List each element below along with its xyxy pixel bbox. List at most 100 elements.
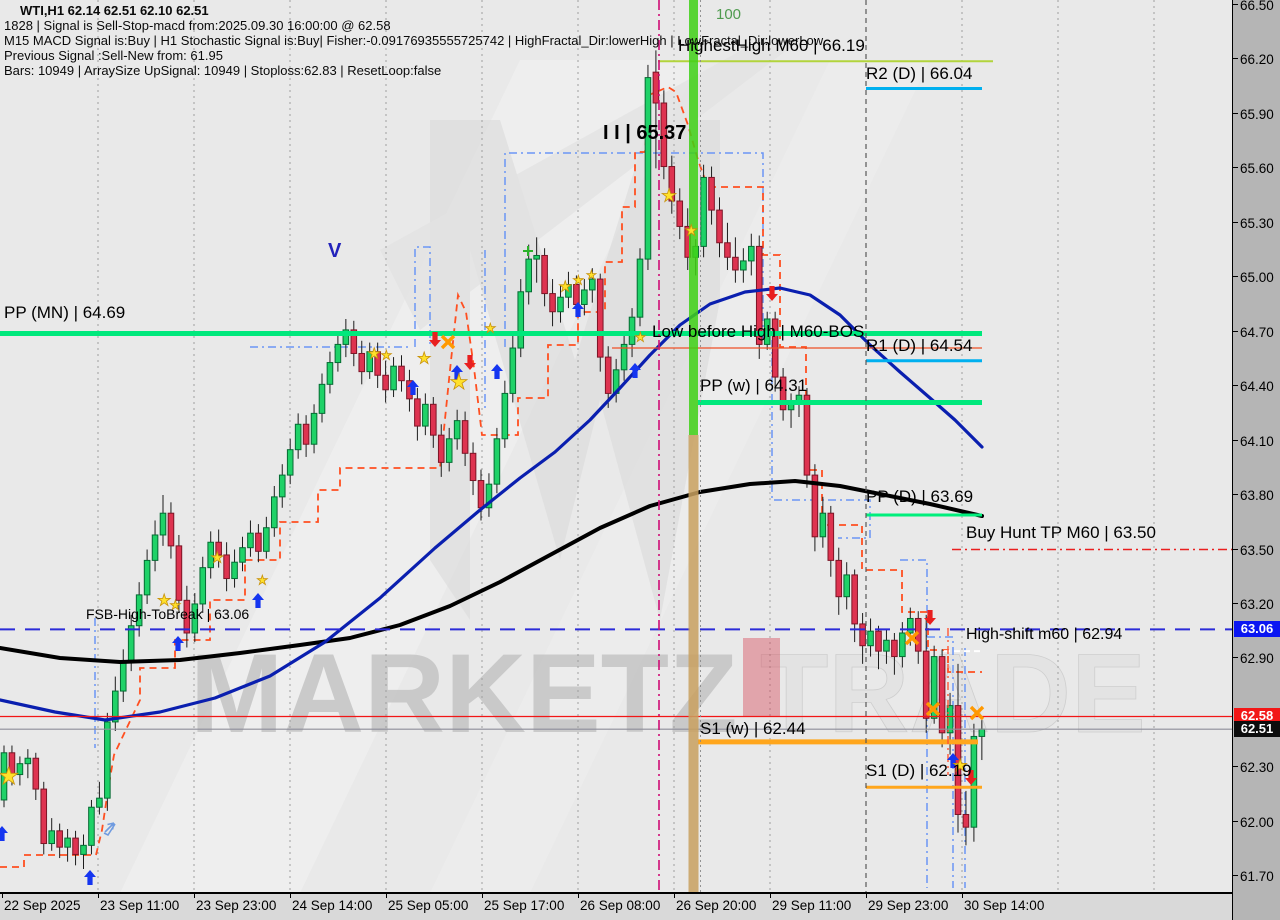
- time-tick: [194, 894, 195, 898]
- candle: [549, 279, 556, 327]
- buy-arrow-icon: [84, 870, 96, 885]
- buy-arrow-icon: [491, 364, 503, 379]
- candle: [843, 562, 851, 610]
- candle: [676, 188, 684, 240]
- price-tick-label: 64.10: [1233, 434, 1280, 449]
- indicator-status-line: M15 MACD Signal is:Buy | H1 Stochastic S…: [4, 33, 824, 48]
- candle: [596, 273, 604, 372]
- candle: [445, 427, 453, 472]
- candle: [748, 233, 755, 276]
- candle: [151, 520, 159, 572]
- fractal-channel-line: [414, 246, 431, 347]
- price-axis[interactable]: 66.50 66.20 65.90 65.60 65.30 65.00 64.70 64.40…: [1232, 0, 1280, 920]
- star-signal-icon: ★: [485, 320, 497, 335]
- bars-status-line: Bars: 10949 | ArraySize UpSignal: 10949 …: [4, 63, 442, 78]
- candle: [724, 222, 731, 270]
- price-tick-label: 64.40: [1233, 379, 1280, 394]
- price-tick-label: 66.20: [1233, 52, 1280, 67]
- candle: [167, 502, 175, 559]
- time-tick: [770, 894, 771, 898]
- candle: [310, 404, 318, 454]
- buy-arrow-icon: [571, 302, 584, 317]
- candle: [104, 712, 111, 811]
- buy-arrow-icon: [451, 365, 463, 380]
- candle: [135, 582, 143, 637]
- candle: [80, 834, 87, 869]
- candle: [565, 271, 572, 309]
- x-mark-icon: [440, 334, 456, 350]
- sell-arrow-icon: [429, 332, 441, 347]
- price-tick-label: 64.70: [1233, 325, 1280, 340]
- price-tick-label: 61.70: [1233, 869, 1280, 884]
- candle: [390, 357, 397, 398]
- candle: [922, 614, 930, 733]
- ma-slow-line: [0, 479, 984, 664]
- candle: [207, 531, 214, 579]
- candle: [271, 485, 278, 537]
- candle: [604, 346, 612, 408]
- watermark-word-1: MARKETZ: [190, 631, 737, 756]
- star-signal-icon: ★: [586, 268, 597, 282]
- candle: [509, 335, 517, 403]
- candle: [0, 745, 8, 808]
- candle: [883, 629, 890, 664]
- time-tick: [674, 894, 675, 898]
- price-tick-label: 65.60: [1233, 161, 1280, 176]
- highlight-zone: [743, 638, 780, 717]
- price-tag-63.06: 63.06: [1234, 621, 1280, 638]
- time-axis-label: 25 Sep 05:00: [388, 898, 469, 913]
- time-tick: [962, 894, 963, 898]
- candle: [318, 373, 326, 423]
- candle: [350, 320, 358, 367]
- candle: [437, 424, 445, 477]
- signal-status-line: 1828 | Signal is Sell-Stop-macd from:202…: [4, 18, 391, 33]
- candle: [326, 351, 334, 394]
- candle: [938, 649, 946, 748]
- candle: [517, 279, 525, 358]
- x-mark-icon: [969, 705, 985, 721]
- star-signal-icon: ★: [685, 222, 698, 239]
- candle: [223, 542, 230, 592]
- price-tick-label: 63.20: [1233, 597, 1280, 612]
- candle: [581, 279, 588, 316]
- candle: [811, 464, 819, 552]
- candle: [414, 387, 421, 441]
- candle: [533, 237, 540, 283]
- time-axis[interactable]: 22 Sep 2025 23 Sep 11:00 23 Sep 23:00 24 Se…: [0, 893, 1232, 920]
- star-signal-icon: ★: [157, 593, 171, 610]
- time-axis-label: 23 Sep 11:00: [100, 898, 180, 913]
- candle: [422, 393, 429, 436]
- time-axis-label: 24 Sep 14:00: [292, 898, 373, 913]
- candle: [891, 632, 898, 675]
- time-tick: [2, 894, 3, 898]
- x-mark-icon: [904, 630, 920, 646]
- candle: [302, 415, 310, 457]
- time-axis-label: 26 Sep 20:00: [676, 898, 757, 913]
- buy-arrow-icon: [628, 363, 641, 378]
- candle: [334, 333, 342, 372]
- candle: [239, 536, 246, 572]
- sell-arrow-icon: [464, 355, 476, 370]
- candle: [278, 464, 286, 508]
- buy-arrow-icon: [252, 593, 264, 608]
- chart-plot-area[interactable]: MARKETZ TRADE ★ ★ ★ ★ ★ ★ ★ ★ ★ ★ ★ ★ ★ ★ ★ ★ ★ HighestHig…: [0, 0, 1232, 893]
- price-tick-label: 63.50: [1233, 543, 1280, 558]
- time-tick: [482, 894, 483, 898]
- candle: [493, 427, 501, 494]
- star-signal-icon: ★: [0, 763, 20, 790]
- buy-arrow-icon: [407, 380, 419, 395]
- price-tick-label: 66.50: [1233, 0, 1280, 13]
- candle: [962, 790, 970, 846]
- candle: [175, 534, 183, 614]
- price-tick-label: 65.00: [1233, 270, 1280, 285]
- time-axis-label: 22 Sep 2025: [4, 898, 81, 913]
- candle: [501, 380, 509, 448]
- time-axis-label: 26 Sep 08:00: [580, 898, 661, 913]
- symbol-ohlc-readout: WTI,H1 62.14 62.51 62.10 62.51: [20, 3, 209, 18]
- candle: [541, 248, 548, 307]
- candle: [191, 593, 199, 643]
- price-tag-62.58: 62.58: [1234, 708, 1280, 725]
- candle: [740, 248, 747, 283]
- time-axis-label: 23 Sep 23:00: [196, 898, 277, 913]
- candlestick-chart-canvas[interactable]: MARKETZ TRADE★★★★★★ ★ ★★★★ ★ ★★★★★: [0, 0, 1232, 893]
